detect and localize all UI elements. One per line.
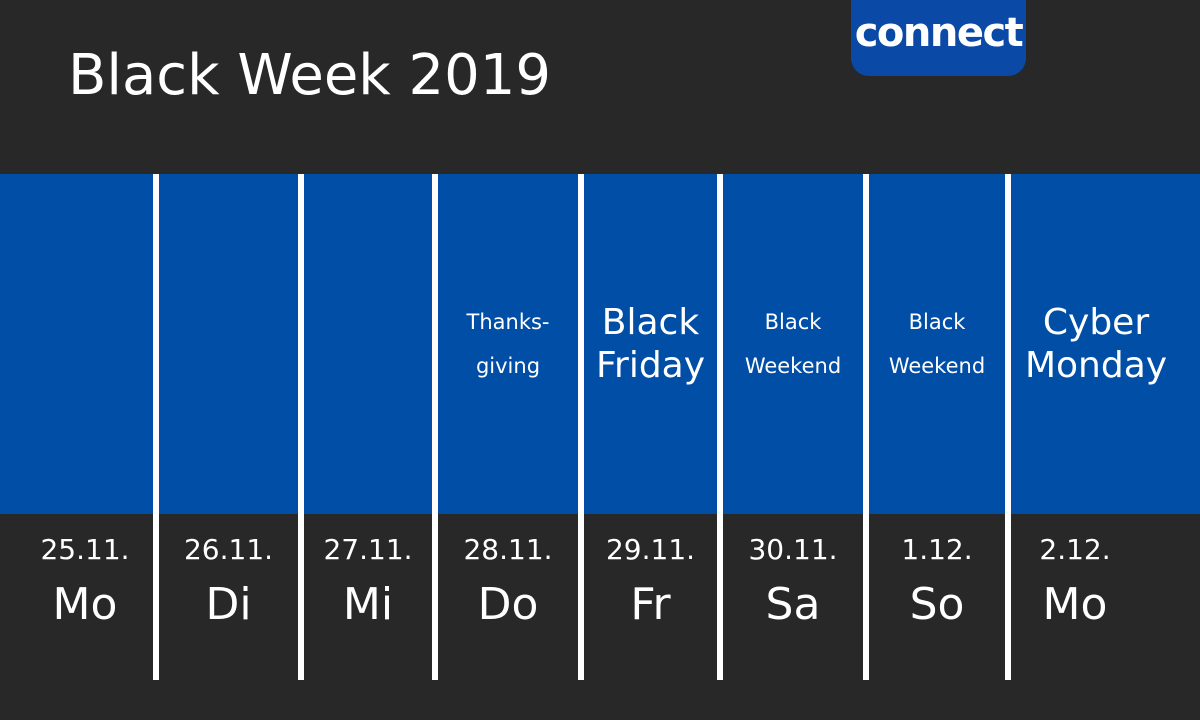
event-line-2: Friday bbox=[595, 345, 706, 386]
event-line-2: giving bbox=[475, 354, 541, 378]
day-column-so-1: Black Weekend 1.12. So bbox=[869, 174, 1005, 720]
day-name: Mo bbox=[52, 579, 118, 630]
event-line-2: Weekend bbox=[888, 354, 986, 378]
day-name: Sa bbox=[765, 579, 821, 630]
connect-logo: connect bbox=[851, 0, 1026, 76]
day-event bbox=[304, 174, 432, 514]
event-line-1: Black bbox=[908, 310, 966, 334]
column-divider bbox=[863, 174, 869, 680]
day-event: Black Weekend bbox=[869, 174, 1005, 514]
day-column-do-28: Thanks- giving 28.11. Do bbox=[438, 174, 578, 720]
day-column-mi-27: 27.11. Mi bbox=[304, 174, 432, 720]
day-name: Mo bbox=[1042, 579, 1108, 630]
day-event: Black Weekend bbox=[723, 174, 863, 514]
day-column-mo-25: 25.11. Mo bbox=[0, 174, 170, 720]
day-column-di-26: 26.11. Di bbox=[159, 174, 298, 720]
event-line-1: Cyber bbox=[1042, 302, 1150, 343]
column-divider bbox=[432, 174, 438, 680]
event-line-1: Black bbox=[601, 302, 700, 343]
page-title: Black Week 2019 bbox=[68, 43, 552, 108]
column-divider bbox=[298, 174, 304, 680]
event-line-2: Weekend bbox=[744, 354, 842, 378]
day-name: Di bbox=[205, 579, 252, 630]
day-name: Fr bbox=[630, 579, 671, 630]
event-line-2: Monday bbox=[1024, 345, 1168, 386]
day-column-mo-2: Cyber Monday 2.12. Mo bbox=[1011, 174, 1167, 720]
day-event bbox=[0, 174, 170, 514]
day-event bbox=[159, 174, 298, 514]
column-divider bbox=[578, 174, 584, 680]
day-date: 28.11. bbox=[463, 533, 553, 566]
day-date: 26.11. bbox=[183, 533, 274, 566]
day-event: Black Friday bbox=[584, 174, 717, 514]
day-date: 30.11. bbox=[748, 533, 838, 566]
day-name: Mi bbox=[342, 579, 394, 630]
day-date: 1.12. bbox=[901, 533, 973, 566]
day-column-fr-29: Black Friday 29.11. Fr bbox=[584, 174, 717, 720]
day-date: 25.11. bbox=[40, 533, 130, 566]
column-divider bbox=[153, 174, 159, 680]
connect-logo-text: connect bbox=[854, 10, 1024, 56]
event-line-1: Thanks- bbox=[466, 310, 550, 334]
day-date: 27.11. bbox=[323, 533, 413, 566]
column-divider bbox=[717, 174, 723, 680]
day-event: Thanks- giving bbox=[438, 174, 578, 514]
day-date: 2.12. bbox=[1039, 533, 1111, 566]
day-event: Cyber Monday bbox=[1011, 174, 1181, 514]
event-line-1: Black bbox=[764, 310, 822, 334]
day-name: Do bbox=[477, 579, 539, 630]
day-column-sa-30: Black Weekend 30.11. Sa bbox=[723, 174, 863, 720]
column-divider bbox=[1005, 174, 1011, 680]
event-band bbox=[0, 174, 1200, 514]
day-date: 29.11. bbox=[605, 533, 696, 566]
day-name: So bbox=[909, 579, 965, 630]
